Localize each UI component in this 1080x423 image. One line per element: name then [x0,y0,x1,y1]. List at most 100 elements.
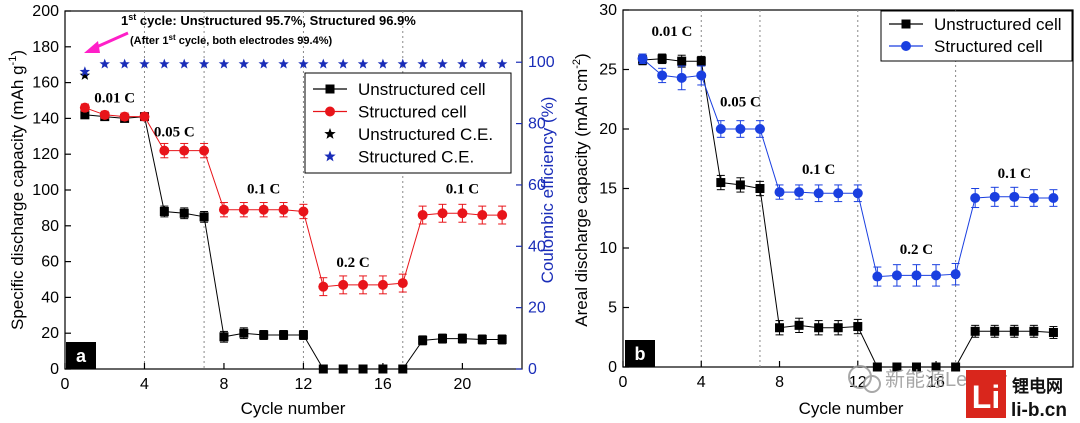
data-point [852,188,863,199]
data-point [159,58,170,69]
series-line [84,114,503,370]
data-point [911,270,922,281]
data-point [794,320,804,330]
data-point [754,124,765,134]
data-point [278,204,289,215]
data-point [418,335,428,345]
data-point [970,193,981,204]
series-line [642,58,1054,368]
series-structured-cell [637,53,1059,287]
data-point [872,362,882,372]
panel-a-y2label: Coulombic efficiency (%) [538,97,557,284]
x-tick-label: 16 [374,376,392,393]
panel-b-legend-box [880,10,1073,62]
data-point [318,58,329,69]
data-point [775,323,785,333]
annotation-arrow-head [84,41,100,53]
legend-label: Unstructured cell [358,80,486,99]
rate-label: 0.1 C [446,182,479,198]
y-tick-label: 25 [599,62,617,79]
y2-tick-label: 80 [528,116,546,133]
data-point [79,66,91,77]
data-point [279,330,289,340]
series-structured-c-e- [79,58,508,77]
data-point [457,58,468,69]
series-structured-cell [79,102,508,297]
data-point [1029,326,1039,336]
data-point [911,362,921,372]
rate-label: 0.05 C [720,94,761,110]
x-tick-label: 4 [140,376,149,393]
rate-label: 0.05 C [154,124,195,140]
y-tick-label: 180 [32,39,59,56]
data-point [951,362,961,372]
data-point [258,204,269,215]
data-point [676,72,687,83]
data-point [950,269,961,280]
data-point [497,334,507,344]
wechat-icon [848,365,881,393]
x-tick-label: 20 [453,376,471,393]
data-point [298,58,309,69]
data-point [931,270,942,281]
data-point [80,110,90,120]
panel-a: 0 4 8 12 16 20 0 20 40 60 80 100 120 140 160 180 200 0 2… [7,3,557,418]
data-point [990,326,1000,336]
data-point [417,210,428,221]
legend-label: Structured cell [934,37,1043,56]
legend-marker [325,106,335,117]
y-tick-label: 5 [608,300,617,317]
data-point [378,364,388,374]
logo-letters: Li [972,379,1000,415]
data-point [99,58,110,69]
data-point [159,206,169,216]
x-tick-label: 4 [697,374,706,391]
series-unstructured-cell [638,53,1058,372]
y2-tick-label: 60 [528,177,546,194]
panel-b-plot-frame [622,9,1074,368]
data-point [716,178,726,188]
data-point [970,326,980,336]
y-tick-label: 10 [599,240,617,257]
data-point [496,58,508,69]
legend-marker [901,19,911,29]
y2-tick-label: 40 [528,238,546,255]
data-point [79,69,91,80]
data-point [989,191,1000,202]
data-point [477,334,487,344]
rate-label: 0.2 C [900,242,933,258]
data-point [497,210,508,221]
data-point [338,364,348,374]
rate-label: 0.1 C [998,166,1031,182]
legend-marker [324,128,336,139]
data-point [892,362,902,372]
data-point [179,145,190,156]
data-point [931,362,941,372]
logo-box [966,370,1006,418]
data-point [119,58,130,69]
x-tick-label: 12 [295,376,313,393]
data-point [1009,191,1020,202]
data-point [814,323,824,333]
data-point [437,208,448,219]
panel-a-legend-box [304,72,512,174]
data-point [199,212,209,222]
legend-label: Structured cell [358,103,467,122]
data-point [377,58,389,69]
panel-a-label-box [66,342,96,369]
data-point [397,58,408,69]
data-point [794,187,805,198]
legend-marker [325,84,335,94]
data-point [696,56,706,66]
data-point [139,58,150,69]
data-point [457,208,468,219]
data-point [238,58,250,69]
series-unstructured-cell [80,110,507,374]
y-tick-label: 20 [41,325,59,342]
rate-label: 0.2 C [336,255,369,271]
data-point [657,70,668,81]
legend-label: Structured C.E. [358,148,474,167]
x-tick-label: 8 [775,374,784,391]
data-point [357,58,369,69]
data-point [159,145,170,156]
